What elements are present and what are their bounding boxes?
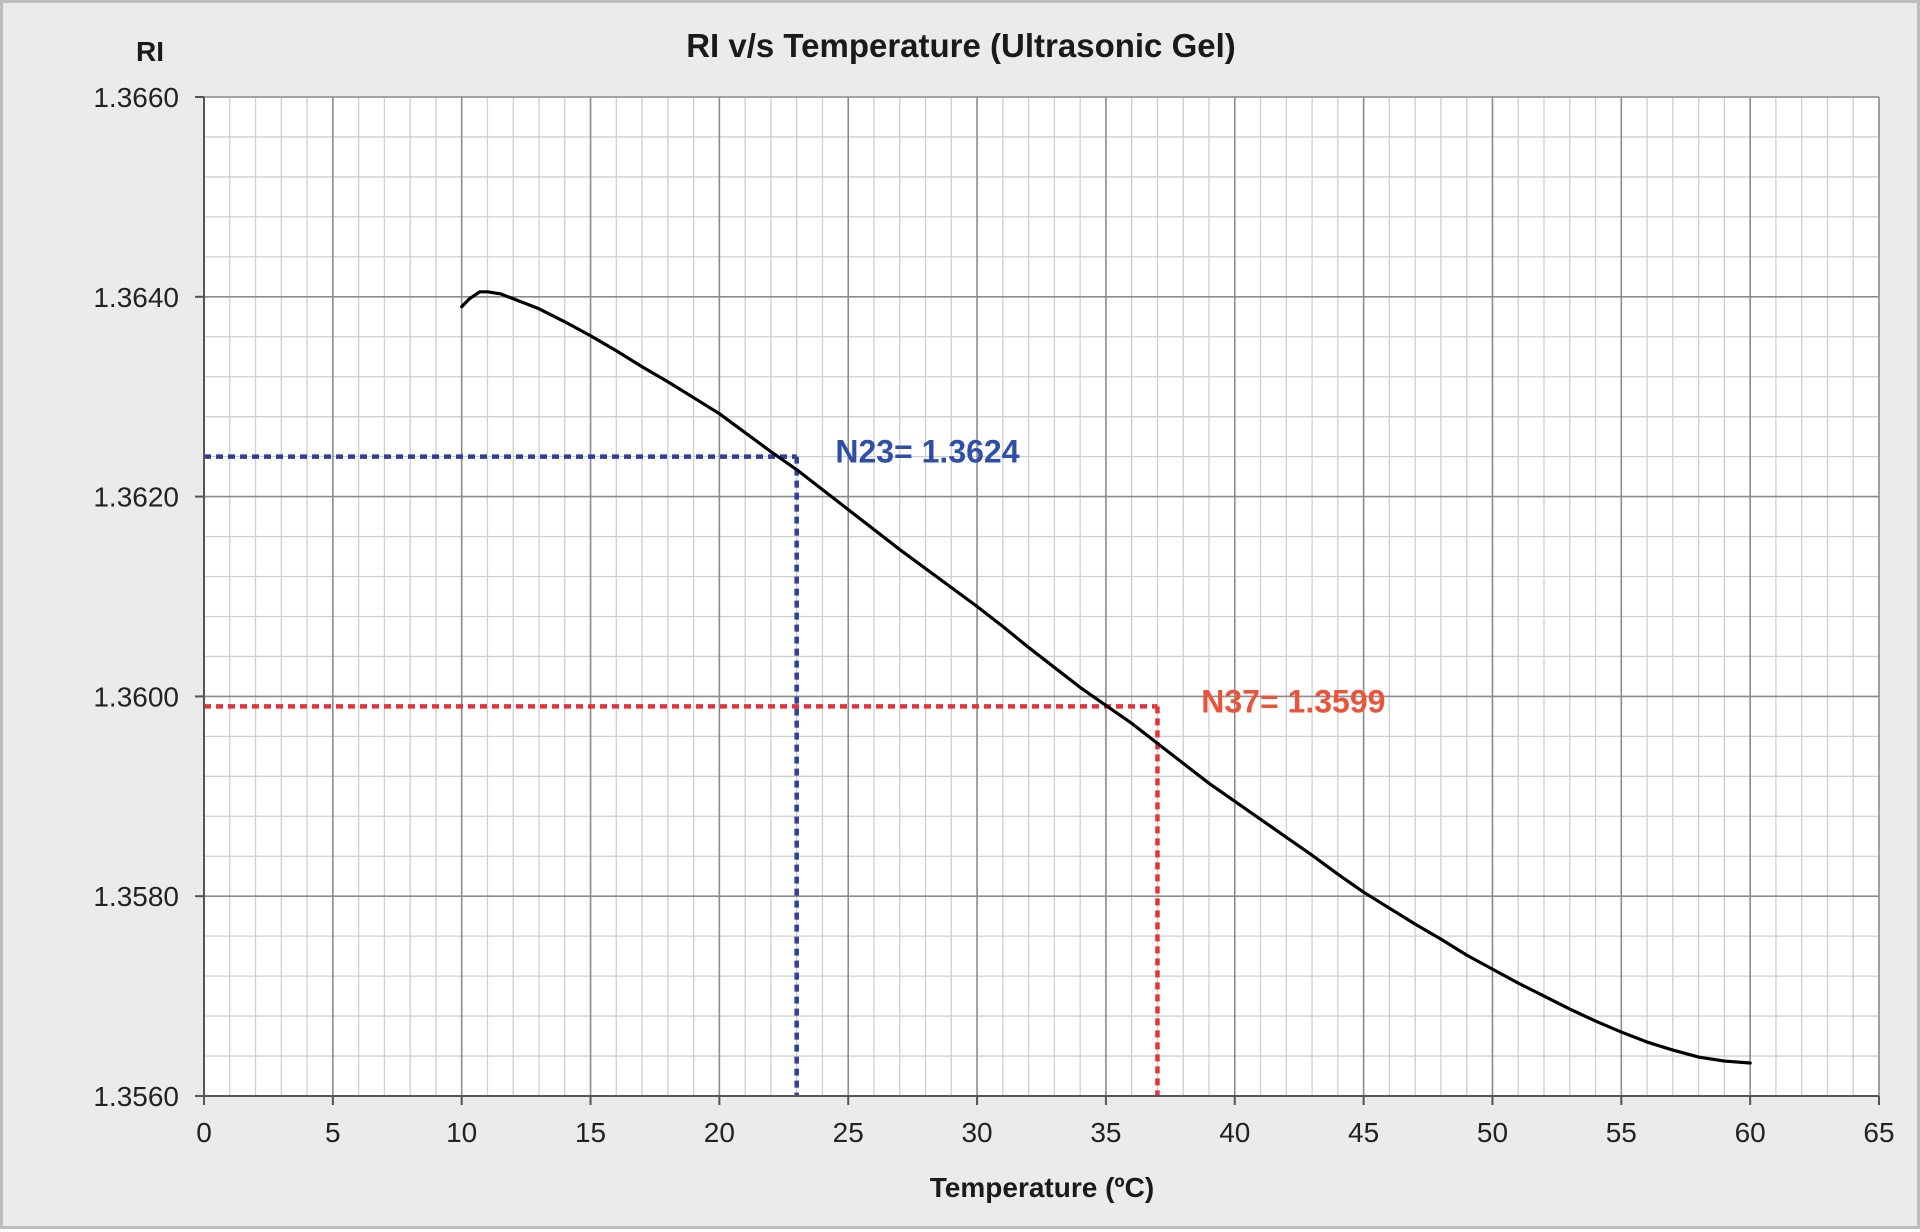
series-line-ri <box>460 290 1752 1065</box>
x-tick-label: 35 <box>1090 1117 1121 1148</box>
value-annotation: N23= 1.3624 <box>835 434 1019 470</box>
x-tick-label: 30 <box>961 1117 992 1148</box>
axes-layer <box>195 96 1880 1105</box>
x-tick-label: 65 <box>1863 1117 1894 1148</box>
x-tick-label: 5 <box>325 1117 341 1148</box>
x-tick-label: 10 <box>446 1117 477 1148</box>
x-tick-label: 55 <box>1606 1117 1637 1148</box>
y-axis-label: RI <box>136 36 164 67</box>
plot-area <box>204 97 1879 1096</box>
y-tick-label: 1.3620 <box>93 482 179 513</box>
y-tick-label: 1.3560 <box>93 1081 179 1112</box>
x-tick-label: 45 <box>1348 1117 1379 1148</box>
value-annotation: N37= 1.3599 <box>1201 683 1385 719</box>
x-tick-label: 40 <box>1219 1117 1250 1148</box>
chart-title: RI v/s Temperature (Ultrasonic Gel) <box>686 27 1236 64</box>
annotation-layer: N23= 1.3624 N37= 1.3599 <box>835 434 1385 720</box>
x-tick-label: 25 <box>833 1117 864 1148</box>
x-tick-label: 15 <box>575 1117 606 1148</box>
y-tick-label: 1.3580 <box>93 881 179 912</box>
x-tick-label: 0 <box>196 1117 212 1148</box>
y-tick-label: 1.3640 <box>93 282 179 313</box>
ri-temperature-chart: 0 5 10 15 20 25 30 35 40 45 50 55 60 65 1.35601.35801… <box>93 27 1894 1203</box>
y-tick-label: 1.3600 <box>93 681 179 712</box>
x-tick-labels: 0 5 10 15 20 25 30 35 40 45 50 55 60 65 <box>196 1117 1894 1148</box>
x-tick-label: 50 <box>1477 1117 1508 1148</box>
y-tick-label: 1.3660 <box>93 82 179 113</box>
series-layer <box>460 290 1752 1065</box>
reference-lines <box>204 454 1160 1096</box>
y-tick-labels: 1.3560 1.3580 1.3600 1.3620 1.3640 1.3660 <box>93 82 179 1112</box>
x-tick-label: 60 <box>1735 1117 1766 1148</box>
x-axis-label: Temperature (ºC) <box>930 1172 1154 1203</box>
grid-major <box>203 96 1880 1097</box>
x-tick-label: 20 <box>704 1117 735 1148</box>
